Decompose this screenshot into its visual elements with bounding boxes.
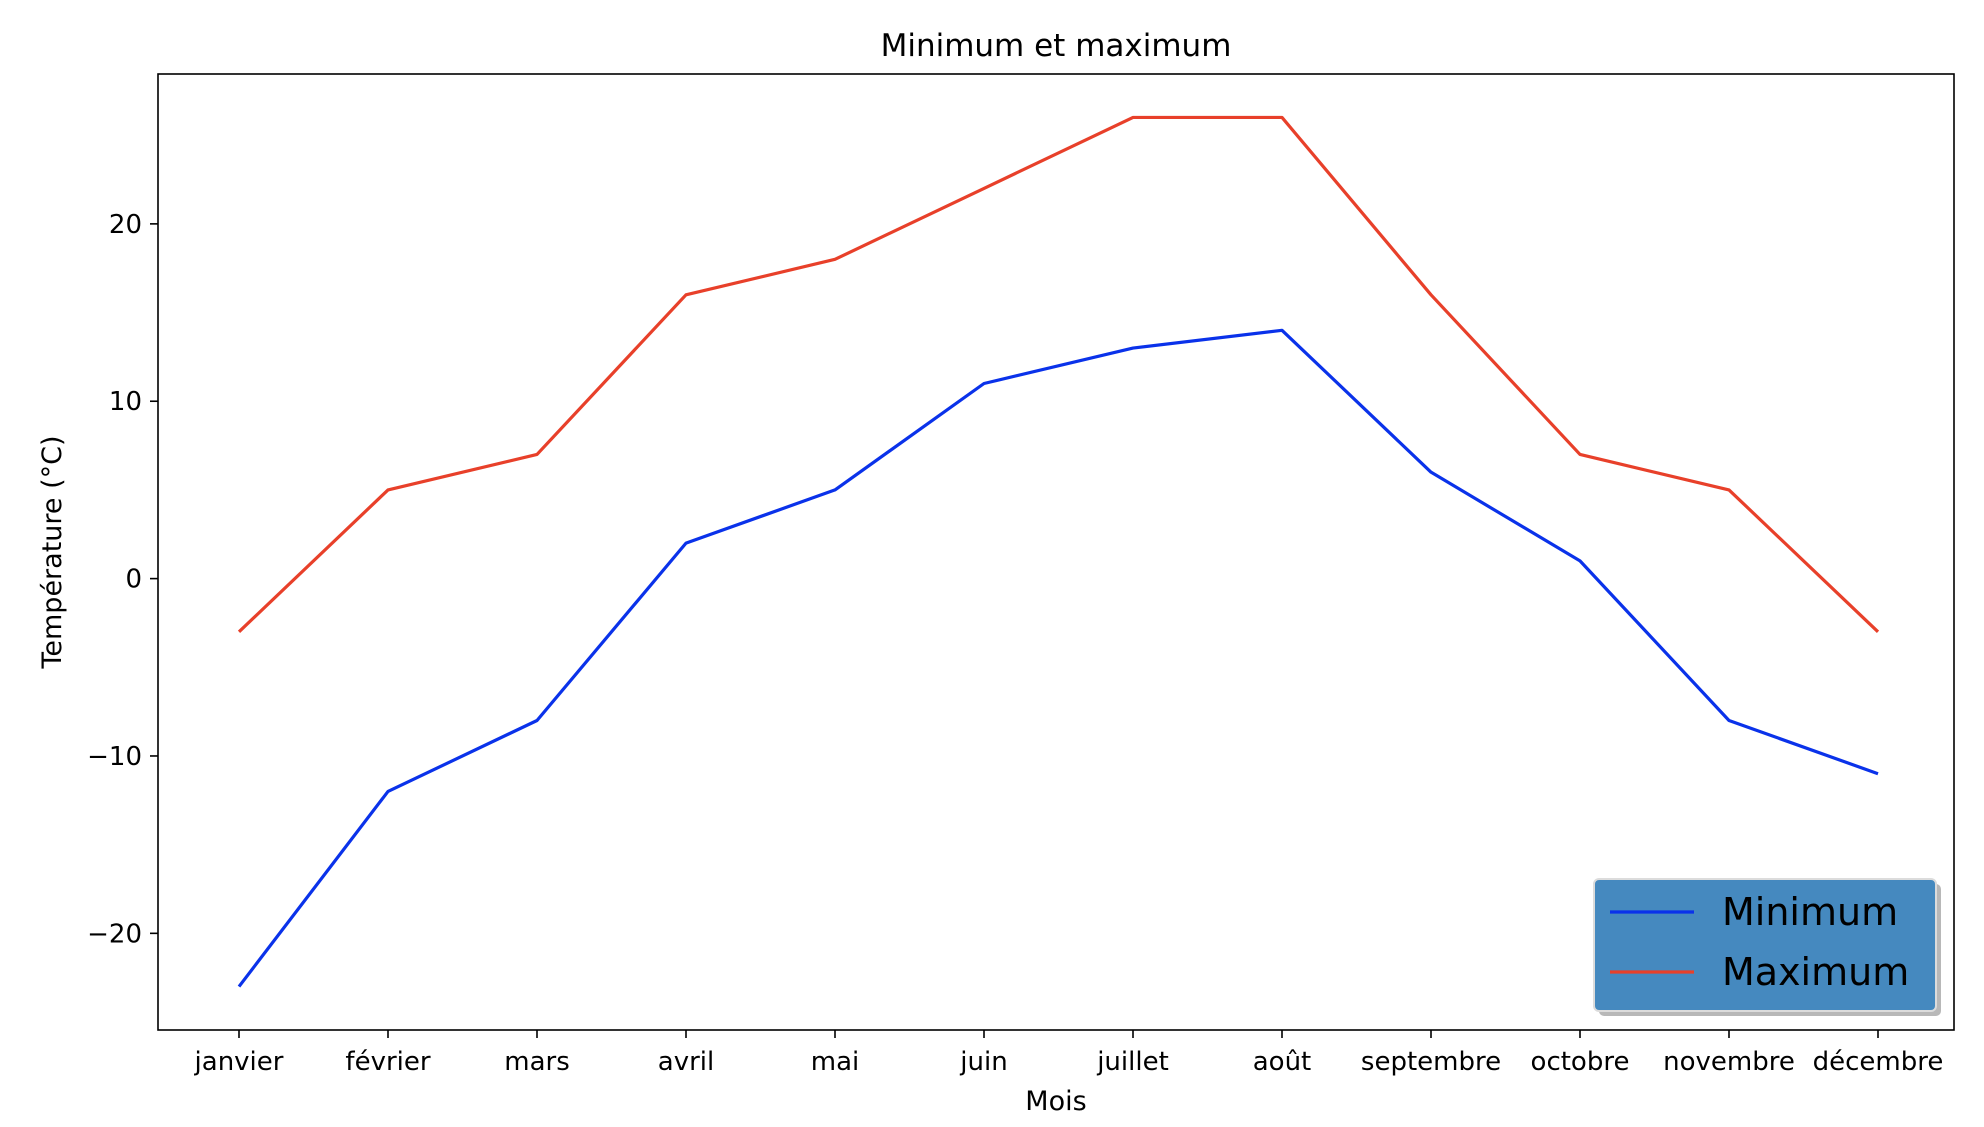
chart-title: Minimum et maximum: [881, 28, 1232, 64]
x-tick-label: septembre: [1361, 1047, 1501, 1077]
legend-label-minimum: Minimum: [1722, 890, 1898, 934]
y-tick-label: −20: [87, 919, 142, 949]
x-tick-label: février: [345, 1047, 430, 1077]
x-tick-label: juillet: [1096, 1047, 1169, 1077]
plot-area: [157, 73, 1955, 1031]
x-tick-label: janvier: [194, 1047, 284, 1077]
y-tick-label: 10: [109, 387, 142, 417]
series-lines: [237, 115, 1880, 988]
x-tick-label: juin: [959, 1047, 1007, 1077]
y-tick-label: −10: [87, 742, 142, 772]
y-axis-label: Température (°C): [37, 435, 68, 669]
x-tick-label: avril: [658, 1047, 714, 1077]
legend: Minimum Maximum: [1593, 878, 1941, 1016]
x-tick-label: août: [1253, 1047, 1312, 1077]
x-axis: janvier février mars avril mai juin juillet aoû…: [194, 1030, 1944, 1077]
x-tick-label: octobre: [1531, 1047, 1630, 1077]
y-tick-label: 20: [109, 210, 142, 240]
x-tick-label: mai: [811, 1047, 859, 1077]
x-tick-label: décembre: [1813, 1047, 1944, 1077]
x-tick-label: mars: [504, 1047, 570, 1077]
legend-label-maximum: Maximum: [1722, 950, 1909, 994]
y-axis: −20 −10 0 10 20: [87, 210, 158, 949]
y-tick-label: 0: [125, 565, 142, 595]
x-axis-label: Mois: [1025, 1086, 1086, 1117]
x-tick-label: novembre: [1663, 1047, 1795, 1077]
series-line-maximum: [237, 115, 1880, 633]
series-line-minimum: [237, 328, 1879, 988]
